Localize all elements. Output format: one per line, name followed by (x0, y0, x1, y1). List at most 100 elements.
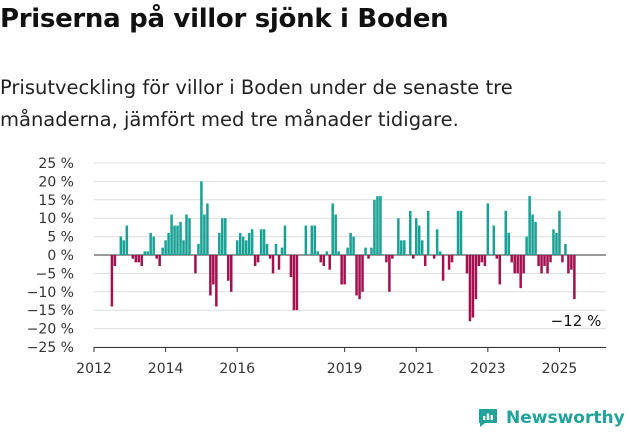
bar (295, 255, 299, 311)
bar (197, 243, 200, 255)
bar (200, 181, 203, 255)
bar (343, 255, 346, 285)
bar (259, 229, 263, 255)
bar (203, 214, 206, 255)
bar (423, 255, 427, 267)
x-tick-label: 2012 (76, 361, 112, 377)
bar (319, 255, 322, 263)
bar (507, 232, 510, 255)
bar (549, 255, 552, 263)
bar (495, 255, 499, 259)
bar (152, 236, 155, 255)
bar (573, 255, 576, 300)
bar (414, 218, 418, 255)
x-tick-label: 2025 (542, 361, 578, 377)
bar (546, 255, 549, 274)
bar (274, 243, 278, 255)
bar (206, 203, 209, 255)
bar (340, 255, 343, 285)
bar (215, 255, 218, 307)
bar (179, 221, 182, 255)
bar (244, 240, 248, 255)
y-tick-label: 5 % (47, 230, 74, 246)
y-tick-label: 15 % (38, 193, 74, 209)
y-tick-label: −20 % (27, 322, 74, 338)
bar (173, 225, 176, 255)
bar (534, 221, 537, 255)
bar (432, 255, 436, 259)
bar (459, 210, 463, 255)
bar (134, 255, 138, 263)
bar (349, 232, 352, 255)
bar (519, 255, 522, 289)
bar (438, 251, 442, 255)
bar (379, 196, 382, 255)
bar (456, 210, 460, 255)
bar (238, 232, 242, 255)
bar (346, 247, 349, 255)
bar (420, 240, 424, 255)
bar (417, 225, 421, 255)
bar (235, 240, 239, 255)
bar (558, 210, 561, 255)
bar (447, 255, 451, 270)
bar (280, 247, 284, 255)
x-tick-label: 2016 (219, 361, 255, 377)
bar (441, 255, 445, 281)
bar (125, 225, 129, 255)
y-tick-label: −15 % (27, 303, 74, 319)
bar (304, 225, 308, 255)
bar (328, 255, 331, 270)
bar (376, 196, 379, 255)
bar (262, 229, 266, 255)
bar (161, 247, 164, 255)
bar (465, 255, 469, 274)
bar (567, 255, 570, 274)
bar (426, 210, 430, 255)
bar (122, 240, 126, 255)
y-tick-label: 0 % (47, 248, 74, 264)
bar (468, 255, 472, 322)
bar (525, 236, 528, 255)
y-tick-label: 25 % (38, 156, 74, 172)
bar (146, 251, 149, 255)
bar (170, 214, 173, 255)
bar (265, 243, 269, 255)
bar (480, 255, 484, 263)
bar (510, 255, 513, 263)
bars-layer (110, 181, 576, 322)
x-tick-label: 2014 (148, 361, 184, 377)
bar (277, 255, 281, 270)
bar (367, 255, 370, 259)
bar (552, 229, 555, 255)
bar (221, 218, 224, 255)
bar (352, 236, 355, 255)
bar (561, 255, 564, 263)
bar (355, 255, 358, 296)
bar (218, 232, 221, 255)
bar (227, 255, 230, 281)
newsworthy-logo-text: Newsworthy (506, 408, 625, 428)
bar (540, 255, 543, 274)
bar (388, 255, 391, 292)
y-tick-label: −10 % (27, 285, 74, 301)
bar (113, 255, 117, 267)
bar (158, 255, 161, 267)
bar (268, 255, 272, 259)
newsworthy-logo[interactable]: Newsworthy (476, 406, 625, 430)
bar (531, 214, 534, 255)
bar (373, 199, 376, 255)
bar (182, 240, 185, 255)
bar (241, 236, 245, 255)
bar (164, 240, 167, 255)
bar (322, 255, 326, 267)
bar (555, 232, 558, 255)
bar (289, 255, 293, 278)
bar (504, 210, 508, 255)
bar (185, 214, 188, 255)
bar (412, 255, 415, 259)
chart-title: Priserna på villor sjönk i Boden (0, 4, 449, 34)
bar (361, 255, 364, 292)
bar (498, 255, 502, 285)
bar (516, 255, 519, 274)
